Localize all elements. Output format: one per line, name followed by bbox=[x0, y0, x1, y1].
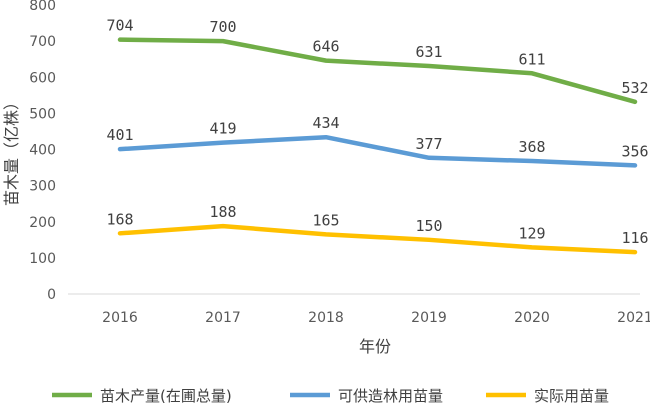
legend-label: 可供造林用苗量 bbox=[338, 387, 443, 405]
series-line-2 bbox=[117, 134, 638, 168]
data-label: 434 bbox=[312, 114, 339, 132]
y-tick-label: 200 bbox=[29, 215, 56, 231]
series-lines bbox=[117, 37, 638, 255]
data-label: 188 bbox=[209, 203, 236, 221]
data-label: 368 bbox=[518, 138, 545, 156]
data-label: 704 bbox=[106, 17, 133, 35]
data-label: 116 bbox=[621, 229, 648, 247]
legend-label: 苗木产量(在圃总量) bbox=[100, 387, 232, 405]
y-axis-ticks: 0 100 200 300 400 500 600 700 800 bbox=[29, 0, 56, 303]
data-label: 356 bbox=[621, 142, 648, 160]
y-tick-label: 100 bbox=[29, 251, 56, 267]
legend-item-3: 实际用苗量 bbox=[486, 387, 609, 405]
x-tick-label: 2021 bbox=[617, 310, 650, 326]
data-label: 700 bbox=[209, 18, 236, 36]
y-tick-label: 800 bbox=[29, 0, 56, 14]
data-label: 532 bbox=[621, 79, 648, 97]
data-labels: 704 700 646 631 611 532 401 419 434 377 368 356 168 1… bbox=[106, 17, 648, 247]
data-label: 165 bbox=[312, 211, 339, 229]
y-tick-label: 500 bbox=[29, 106, 56, 122]
legend-item-1: 苗木产量(在圃总量) bbox=[52, 387, 232, 405]
data-label: 419 bbox=[209, 120, 236, 138]
data-label: 631 bbox=[415, 43, 442, 61]
data-label: 168 bbox=[106, 210, 133, 228]
legend-item-2: 可供造林用苗量 bbox=[290, 387, 443, 405]
y-tick-label: 0 bbox=[47, 287, 56, 303]
series-line-1 bbox=[117, 37, 638, 105]
x-tick-label: 2019 bbox=[411, 310, 447, 326]
x-tick-label: 2017 bbox=[205, 310, 241, 326]
x-tick-label: 2016 bbox=[102, 310, 138, 326]
series-line-3 bbox=[117, 223, 638, 255]
y-tick-label: 400 bbox=[29, 143, 56, 159]
data-label: 150 bbox=[415, 217, 442, 235]
data-label: 377 bbox=[415, 135, 442, 153]
y-tick-label: 700 bbox=[29, 34, 56, 50]
data-label: 129 bbox=[518, 224, 545, 242]
x-tick-label: 2018 bbox=[308, 310, 344, 326]
legend-label: 实际用苗量 bbox=[534, 387, 609, 405]
y-axis-title: 苗木量（亿株） bbox=[2, 94, 21, 206]
data-label: 611 bbox=[518, 50, 545, 68]
y-tick-label: 600 bbox=[29, 70, 56, 86]
x-tick-label: 2020 bbox=[514, 310, 550, 326]
data-label: 646 bbox=[312, 38, 339, 56]
data-label: 401 bbox=[106, 126, 133, 144]
legend: 苗木产量(在圃总量) 可供造林用苗量 实际用苗量 bbox=[52, 387, 609, 405]
x-axis-ticks: 2016 2017 2018 2019 2020 2021 bbox=[102, 310, 650, 326]
x-axis-title: 年份 bbox=[359, 337, 391, 356]
y-tick-label: 300 bbox=[29, 179, 56, 195]
